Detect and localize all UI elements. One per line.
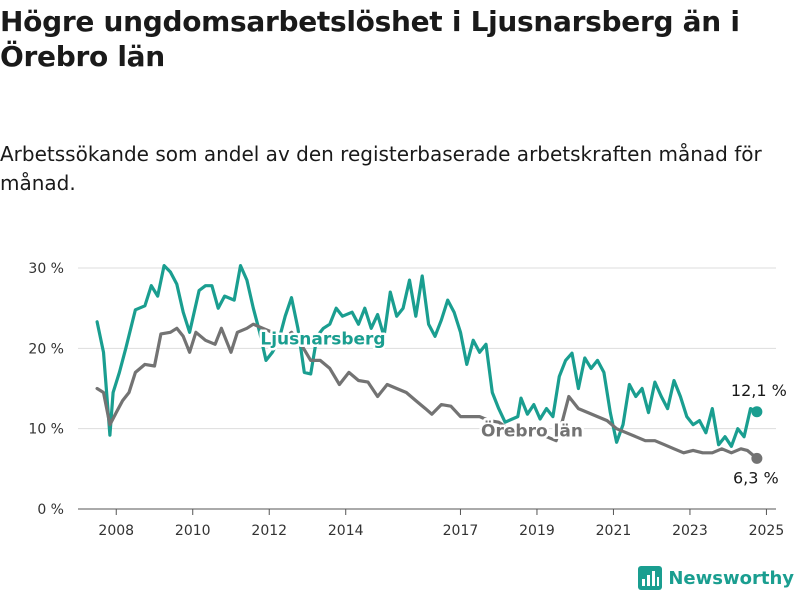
x-tick-label: 2023 <box>672 523 708 539</box>
brand-name: Newsworthy <box>668 567 794 589</box>
x-axis-ticks: 2008 2010 2012 2014 2017 2019 2021 2023 2025 <box>98 509 784 539</box>
grid-lines <box>78 267 776 510</box>
y-tick-label: 20 % <box>28 341 64 357</box>
x-tick-label: 2025 <box>749 523 785 539</box>
y-axis-ticks: 0 % 10 % 20 % 30 % <box>28 261 64 518</box>
x-tick-label: 2021 <box>596 523 632 539</box>
ljusnarsberg-series-label: Ljusnarsberg <box>260 329 385 349</box>
newsworthy-brand: Newsworthy <box>638 566 794 590</box>
orebro-lan-series-label: Örebro län <box>481 420 583 442</box>
chart-subtitle: Arbetssökande som andel av den registerb… <box>0 142 762 195</box>
x-tick-label: 2010 <box>175 523 211 539</box>
series-lines <box>95 264 763 464</box>
ljusnarsberg-end-point <box>751 406 763 418</box>
x-tick-label: 2017 <box>443 523 479 539</box>
orebro-lan-line <box>95 322 759 460</box>
ljusnarsberg-end-label: 12,1 % <box>731 381 787 400</box>
newsworthy-logo-icon <box>638 566 663 590</box>
x-tick-label: 2019 <box>519 523 555 539</box>
orebro-lan-end-point <box>751 452 763 464</box>
orebro-lan-end-label: 6,3 % <box>733 468 779 487</box>
y-tick-label: 30 % <box>28 261 64 277</box>
y-tick-label: 0 % <box>37 502 64 518</box>
y-tick-label: 10 % <box>28 422 64 438</box>
chart-title: Högre ungdomsarbetslöshet i Ljusnarsberg… <box>0 5 740 73</box>
x-tick-label: 2008 <box>98 523 134 539</box>
x-tick-label: 2012 <box>251 523 287 539</box>
x-tick-label: 2014 <box>328 523 364 539</box>
ljusnarsberg-line <box>95 264 759 448</box>
series-labels: Ljusnarsberg Örebro län 12,1 % 6,3 % <box>258 327 789 490</box>
line-chart: 0 % 10 % 20 % 30 % 2008 2010 2012 2014 2017 2019… <box>28 261 789 539</box>
